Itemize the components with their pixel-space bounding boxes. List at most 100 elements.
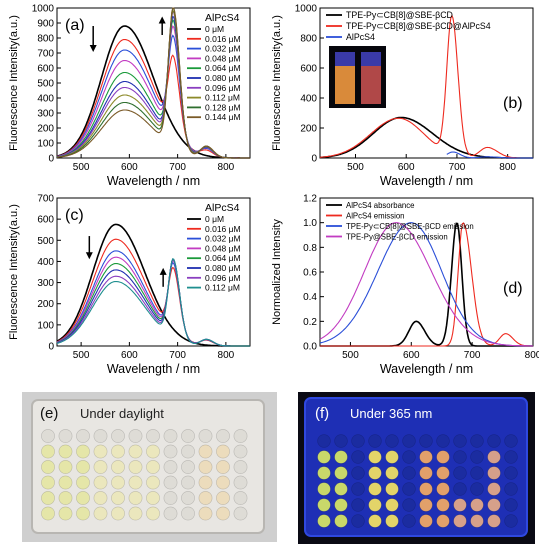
well xyxy=(317,434,331,448)
well xyxy=(181,429,195,443)
well xyxy=(402,466,416,480)
well xyxy=(111,491,125,505)
y-axis-label: Fluorescence Intensity(a.u.) xyxy=(271,15,283,151)
x-tick-label: 800 xyxy=(499,162,516,173)
y-tick-label: 600 xyxy=(300,64,317,75)
well xyxy=(146,506,160,521)
well xyxy=(334,482,348,496)
well xyxy=(436,514,450,528)
well xyxy=(93,506,108,521)
x-tick-label: 800 xyxy=(218,162,235,173)
x-tick-label: 800 xyxy=(525,350,539,361)
well xyxy=(402,514,416,528)
well xyxy=(93,444,108,459)
series-line xyxy=(319,222,533,347)
series-line xyxy=(319,14,533,159)
well xyxy=(334,514,348,528)
well xyxy=(41,506,55,521)
well xyxy=(487,450,501,464)
legend-entry: 0.048 μM xyxy=(205,243,241,253)
well xyxy=(351,514,365,528)
arrow-up-head xyxy=(158,16,166,24)
series-line xyxy=(446,151,533,159)
panel-label: (d) xyxy=(503,280,523,297)
well xyxy=(419,434,433,448)
y-tick-label: 500 xyxy=(37,79,54,90)
well xyxy=(385,482,399,496)
cuvette-right-liquid xyxy=(361,66,381,104)
y-tick-label: 0.4 xyxy=(303,292,317,303)
well xyxy=(41,460,55,474)
well xyxy=(368,498,382,512)
series-line xyxy=(319,116,533,159)
well xyxy=(470,514,484,528)
well xyxy=(93,475,108,490)
series-line xyxy=(56,25,250,159)
well xyxy=(317,450,331,464)
y-tick-label: 0 xyxy=(311,154,317,165)
well xyxy=(93,491,108,505)
well xyxy=(402,450,416,464)
well xyxy=(58,491,73,505)
well xyxy=(385,450,399,464)
well xyxy=(163,444,178,459)
well xyxy=(111,460,125,474)
well xyxy=(402,498,416,512)
well xyxy=(317,466,331,480)
well xyxy=(453,450,467,464)
x-tick-label: 500 xyxy=(347,162,364,173)
well xyxy=(504,434,518,448)
panel-label: (a) xyxy=(65,17,85,34)
well xyxy=(198,460,213,474)
well xyxy=(487,466,501,480)
y-tick-label: 700 xyxy=(37,194,54,205)
legend-title: AlPcS4 xyxy=(205,202,240,214)
x-tick-label: 700 xyxy=(464,350,481,361)
legend-entry: TPE-Py⊂CB[8]@SBE-βCD xyxy=(346,10,453,20)
x-tick-label: 700 xyxy=(169,162,186,173)
well xyxy=(385,498,399,512)
well xyxy=(58,475,73,490)
legend-entry: 0.016 μM xyxy=(205,34,241,44)
cuvettes-photo xyxy=(329,46,386,108)
chart-layer: 500 600 700 800 0 100 200 300 400 500 600 700 800 900… xyxy=(8,4,539,377)
well xyxy=(419,466,433,480)
well xyxy=(198,444,213,459)
photo-panel-f: (f) Under 365 nm xyxy=(298,392,535,544)
chart-3: 500 600 700 800 0.0 0.2 0.4 0.6 0.8 1.0 1.2 Wavelen… xyxy=(271,194,539,377)
well xyxy=(351,498,365,512)
legend-entry: 0.112 μM xyxy=(205,283,240,293)
panel-label: (b) xyxy=(503,95,523,112)
well xyxy=(402,434,416,448)
well xyxy=(436,466,450,480)
well xyxy=(351,482,365,496)
well xyxy=(453,498,467,512)
well xyxy=(504,514,518,528)
x-axis-label: Wavelength / nm xyxy=(380,362,473,376)
photo-e-panel-label: (e) xyxy=(40,405,58,422)
chart-0: 500 600 700 800 0 100 200 300 400 500 600 700 800 900… xyxy=(8,4,251,188)
well xyxy=(453,514,467,528)
well xyxy=(233,444,248,459)
well xyxy=(317,514,331,528)
y-tick-label: 0 xyxy=(48,154,54,165)
arrow-up-head xyxy=(159,267,167,275)
well xyxy=(487,498,501,512)
well xyxy=(58,506,73,521)
well xyxy=(436,434,450,448)
well xyxy=(385,514,399,528)
y-tick-label: 300 xyxy=(37,109,54,120)
y-tick-label: 0.6 xyxy=(303,268,317,279)
y-tick-label: 1.2 xyxy=(303,194,317,205)
y-tick-label: 0.0 xyxy=(303,342,317,353)
well xyxy=(111,429,125,443)
well xyxy=(41,475,55,490)
well xyxy=(58,460,73,474)
well xyxy=(453,434,467,448)
y-tick-label: 400 xyxy=(37,257,54,268)
photo-e-caption: Under daylight xyxy=(80,406,164,421)
well xyxy=(419,482,433,496)
well xyxy=(181,475,195,490)
well xyxy=(163,491,178,505)
y-tick-label: 1.0 xyxy=(303,218,317,229)
